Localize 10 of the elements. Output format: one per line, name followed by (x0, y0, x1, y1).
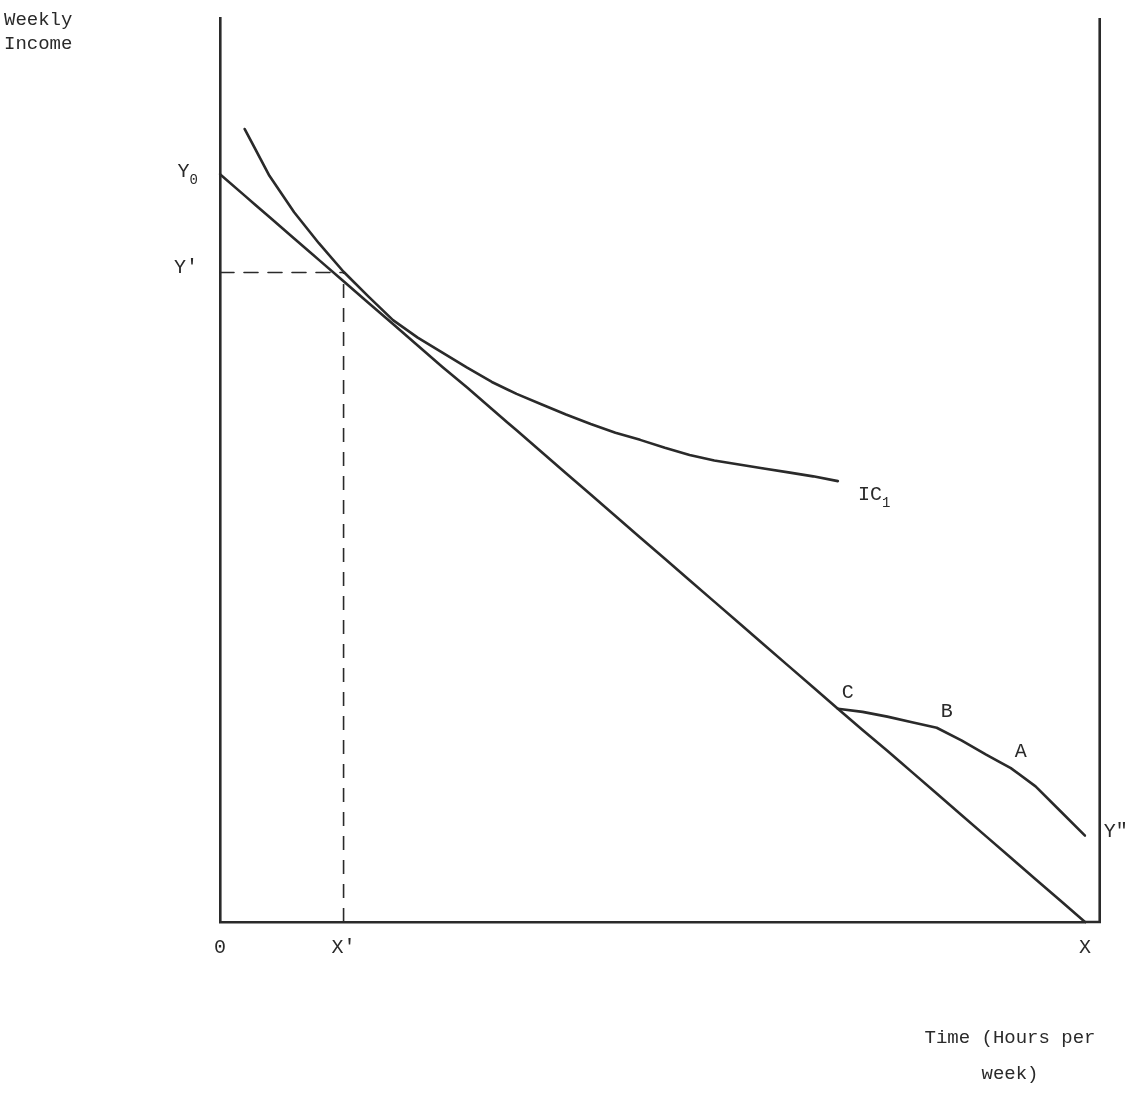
text: Weekly Income (4, 8, 74, 56)
annotation: C (841, 680, 854, 704)
x-tick-label: X (1078, 936, 1092, 960)
annotation: A (1014, 740, 1027, 764)
annotation: Y" (1103, 819, 1128, 843)
text: Y' (174, 256, 199, 280)
x-tick-label: 0 (213, 936, 227, 960)
x-axis-title: Time (Hours per week) (923, 1026, 1097, 1087)
x-tick-label: X' (331, 936, 356, 960)
annotation: B (940, 700, 953, 724)
